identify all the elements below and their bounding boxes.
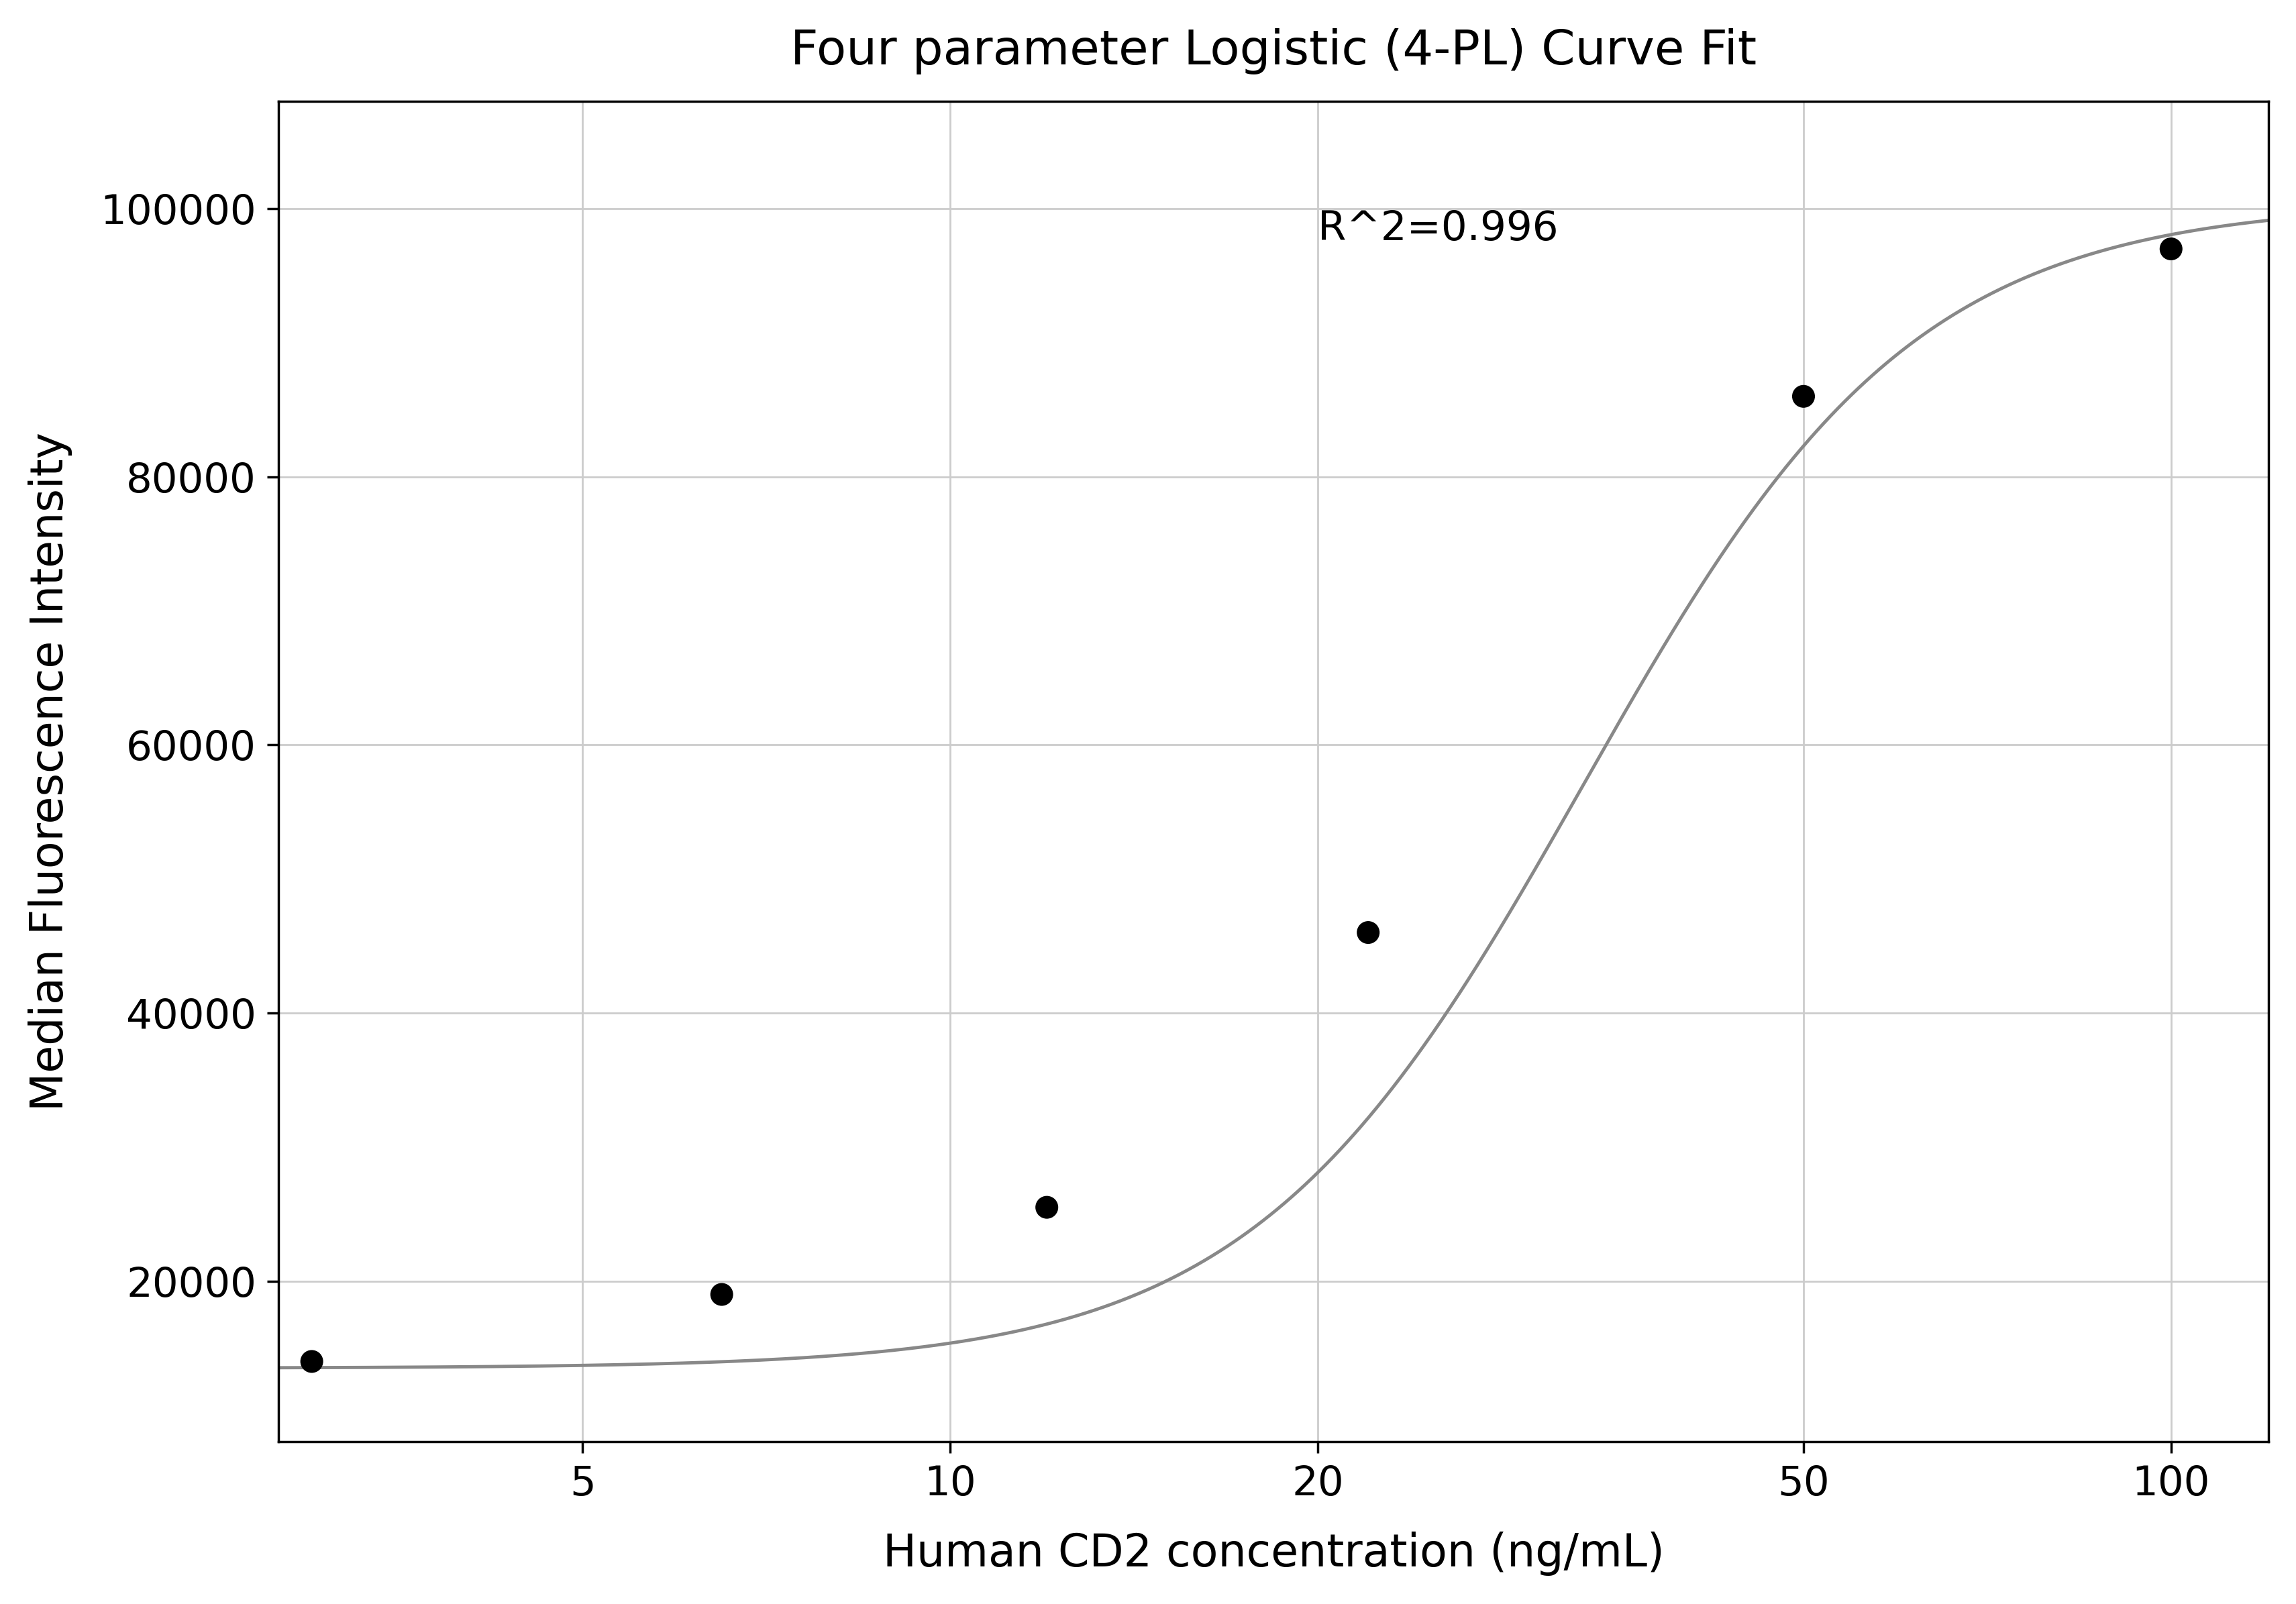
Title: Four parameter Logistic (4-PL) Curve Fit: Four parameter Logistic (4-PL) Curve Fit [790,27,1756,74]
Point [2151,236,2188,261]
Y-axis label: Median Fluorescence Intensity: Median Fluorescence Intensity [28,431,71,1112]
X-axis label: Human CD2 concentration (ng/mL): Human CD2 concentration (ng/mL) [882,1532,1665,1577]
Point [294,1349,331,1375]
Point [1784,383,1821,409]
Text: R^2=0.996: R^2=0.996 [1318,209,1557,249]
Point [703,1282,739,1307]
Point [1350,919,1387,945]
Point [1029,1195,1065,1221]
